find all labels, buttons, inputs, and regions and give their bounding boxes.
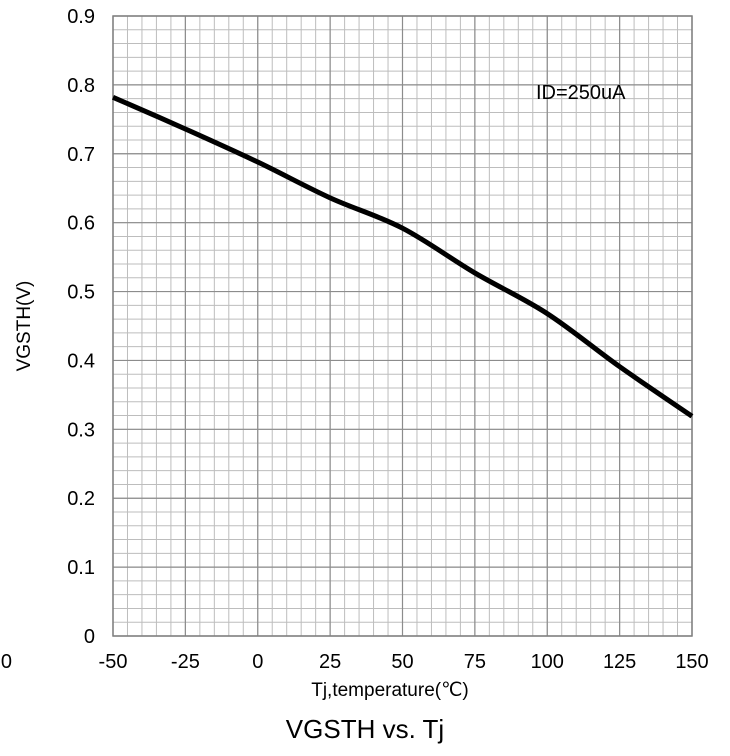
stray-tick-label: 0 xyxy=(1,651,12,673)
x-tick-label: -50 xyxy=(99,651,128,673)
series-layer xyxy=(111,94,694,419)
x-tick-label: 150 xyxy=(675,651,708,673)
x-tick-label: 75 xyxy=(464,651,486,673)
x-tick-label: -25 xyxy=(171,651,200,673)
y-tick-label: 0.5 xyxy=(67,282,95,304)
x-tick-label: 125 xyxy=(603,651,636,673)
major-gridlines xyxy=(112,15,693,637)
chart-caption: VGSTH vs. Tj xyxy=(285,714,445,744)
chart: -50 -25 0 25 50 75 100 125 150 00.10.20.30.40.50… xyxy=(1,6,709,701)
series-line xyxy=(111,94,694,419)
y-tick-label: 0 xyxy=(84,626,95,648)
y-tick-labels: 0 0.1 0.2 0.3 0.4 0.5 0.6 0.7 0.8 0.9 xyxy=(67,6,95,648)
y-tick-label: 0.4 xyxy=(67,350,95,372)
y-tick-label: 0.2 xyxy=(67,488,95,510)
x-tick-label: 50 xyxy=(391,651,413,673)
y-tick-label: 0.9 xyxy=(67,6,95,28)
x-tick-label: 100 xyxy=(531,651,564,673)
x-tick-labels: -50 -25 0 25 50 75 100 125 150 xyxy=(99,651,709,673)
y-tick-label: 0.6 xyxy=(67,213,95,235)
y-axis-label: VGSTH(V) xyxy=(14,281,35,372)
y-tick-label: 0.7 xyxy=(67,144,95,166)
y-tick-label: 0.1 xyxy=(67,557,95,579)
plot-frame xyxy=(112,15,693,637)
annotation-label: ID=250uA xyxy=(536,82,626,104)
x-tick-label: 0 xyxy=(252,651,263,673)
y-tick-label: 0.3 xyxy=(67,419,95,441)
x-axis-label: Tj,temperature(℃) xyxy=(311,680,469,701)
y-tick-label: 0.8 xyxy=(67,75,95,97)
x-tick-label: 25 xyxy=(319,651,341,673)
